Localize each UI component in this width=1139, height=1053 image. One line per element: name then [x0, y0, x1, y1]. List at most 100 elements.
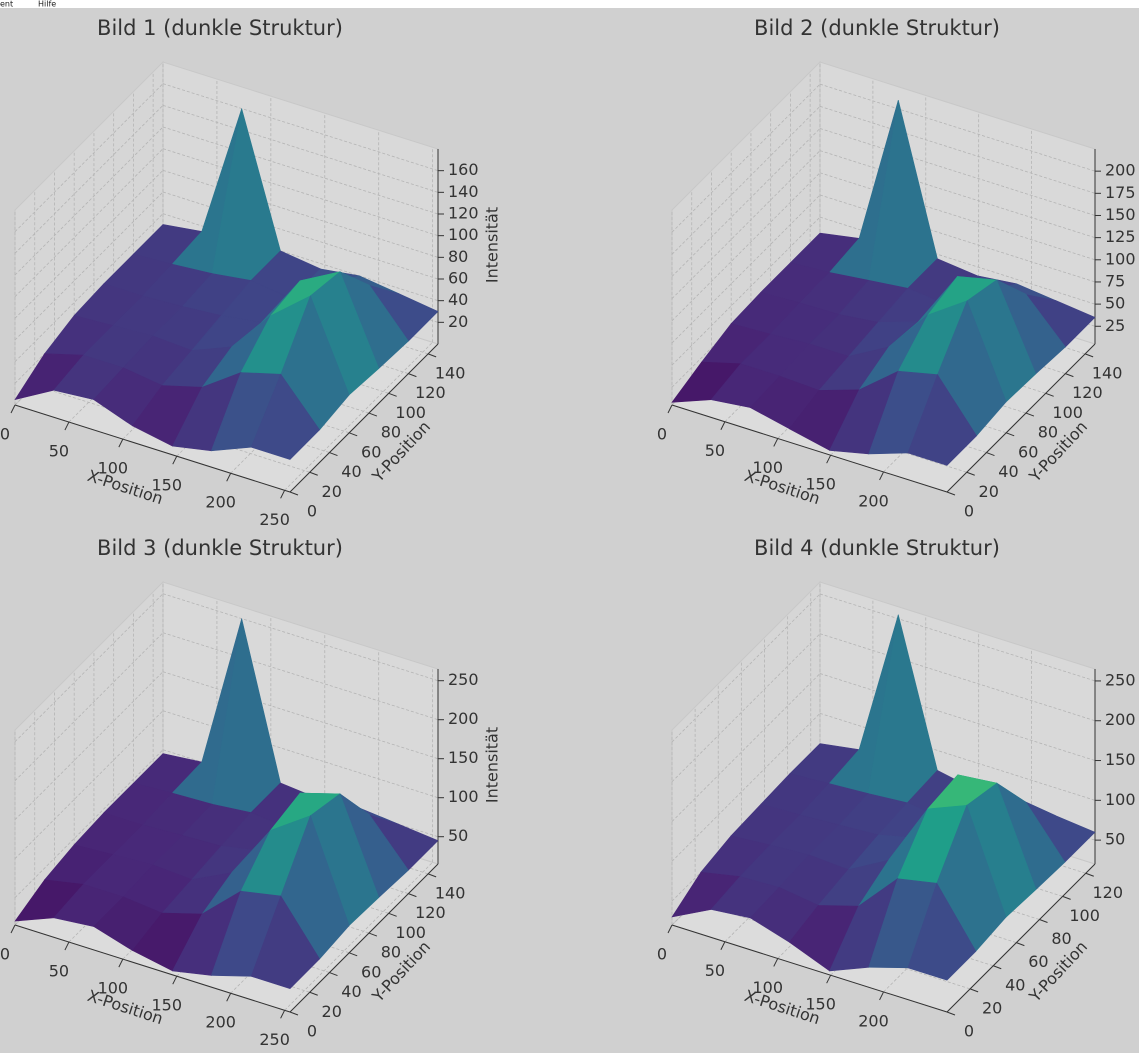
x-tick — [226, 993, 232, 1002]
y-tick-label: 100 — [1069, 906, 1100, 925]
y-tick-label: 140 — [1092, 363, 1123, 382]
surface-patch — [907, 882, 977, 981]
y-tick — [1039, 919, 1048, 923]
y-tick — [946, 1011, 956, 1016]
y-tick — [946, 491, 956, 496]
z-tick-label: 100 — [1105, 249, 1136, 268]
z-tick-label: 50 — [1105, 830, 1125, 849]
x-tick-label: 200 — [205, 1013, 236, 1032]
z-grid-line — [819, 83, 1096, 172]
y-tick-label: 80 — [381, 943, 401, 962]
z-tick-label: 200 — [1105, 161, 1136, 180]
axis-line — [946, 863, 1096, 1013]
x-tick-label: 100 — [752, 978, 783, 997]
y-tick — [1065, 373, 1074, 378]
y-tick-label: 140 — [435, 363, 466, 382]
y-tick — [1085, 872, 1094, 877]
z-grid-line — [162, 191, 439, 280]
z-tick-label: 200 — [1105, 710, 1136, 729]
x-tick — [64, 941, 70, 951]
x-tick — [720, 421, 726, 430]
axis-line — [289, 863, 439, 1013]
z-tick-label: 100 — [1105, 790, 1136, 809]
x-tick — [879, 991, 884, 1001]
z-grid-line — [162, 671, 439, 760]
x-tick — [773, 438, 779, 447]
x-tick — [826, 454, 832, 464]
y-tick-label: 0 — [307, 1022, 317, 1041]
x-tick-label: 250 — [259, 510, 290, 529]
y-tick-label: 100 — [395, 923, 426, 942]
y-tick — [329, 452, 338, 457]
x-tick-label: 50 — [705, 441, 725, 460]
x-tick-label: 250 — [259, 1030, 290, 1049]
menu-bar — [0, 0, 1139, 8]
x-tick-label: 50 — [49, 962, 69, 981]
z-grid-line — [819, 216, 1096, 305]
x-tick — [118, 958, 124, 968]
z-grid-line — [162, 710, 439, 799]
subplot-title: Bild 1 (dunkle Struktur) — [97, 16, 343, 40]
x-tick — [667, 924, 673, 934]
x-tick — [172, 455, 178, 465]
x-tick-label: 200 — [205, 493, 236, 512]
y-tick-label: 80 — [381, 423, 401, 442]
x-tick-label: 0 — [657, 945, 667, 964]
z-tick-label: 100 — [448, 787, 479, 806]
z-grid-line — [162, 213, 439, 302]
z-tick-label: 100 — [448, 225, 479, 244]
y-tick-label: 20 — [322, 1002, 342, 1021]
x-tick-label: 0 — [657, 425, 667, 444]
z-tick-label: 50 — [1105, 294, 1125, 313]
y-tick-label: 120 — [1092, 883, 1123, 902]
y-grid-line — [34, 384, 310, 473]
axis-line — [671, 924, 948, 1013]
axis-line — [289, 343, 439, 493]
y-tick-label: 40 — [1005, 975, 1025, 994]
y-tick — [329, 972, 338, 977]
x-tick — [226, 473, 232, 482]
z-grid-line — [819, 633, 1096, 722]
y-tick-label: 60 — [361, 442, 381, 461]
z-tick-label: 120 — [448, 204, 479, 223]
x-tick-label: 150 — [805, 475, 836, 494]
x-tick — [64, 421, 70, 431]
z-axis-label: Intensität — [483, 727, 502, 803]
z-grid-line — [162, 148, 439, 237]
z-grid-line — [819, 712, 1096, 801]
y-tick — [388, 912, 397, 917]
x-tick-label: 100 — [98, 979, 129, 998]
z-tick-label: 20 — [448, 312, 468, 331]
x-tick — [280, 490, 286, 499]
z-grid-line — [162, 632, 439, 721]
y-tick — [427, 873, 437, 878]
y-tick-label: 60 — [361, 962, 381, 981]
y-tick-label: 40 — [341, 982, 361, 1001]
y-tick — [349, 432, 358, 437]
y-tick — [408, 373, 417, 378]
x-tick-label: 150 — [151, 476, 182, 495]
y-tick — [1045, 392, 1054, 397]
y-tick-label: 120 — [415, 383, 446, 402]
x-tick — [280, 1010, 286, 1019]
z-tick-label: 140 — [448, 182, 479, 201]
menu-item[interactable]: ent — [0, 0, 13, 9]
y-tick-label: 40 — [998, 462, 1018, 481]
y-tick-label: 0 — [307, 502, 317, 521]
menu-item[interactable]: Hilfe — [38, 0, 56, 9]
x-tick-label: 150 — [151, 996, 182, 1015]
x-tick-label: 50 — [705, 961, 725, 980]
x-tick — [10, 404, 16, 414]
y-tick-label: 140 — [435, 883, 466, 902]
x-tick-label: 200 — [858, 491, 889, 510]
x-tick-label: 150 — [805, 995, 836, 1014]
y-tick — [1025, 412, 1035, 417]
z-grid-line — [819, 194, 1096, 283]
z-tick-label: 175 — [1105, 183, 1136, 202]
y-tick — [349, 952, 358, 957]
z-tick-label: 150 — [1105, 205, 1136, 224]
